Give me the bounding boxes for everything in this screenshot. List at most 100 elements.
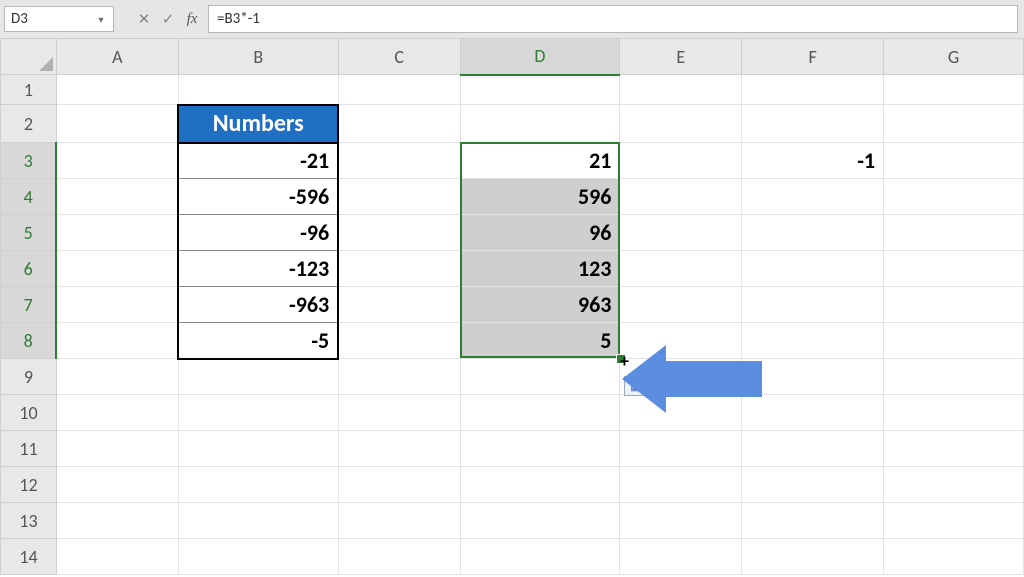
cell-C7[interactable] (338, 287, 460, 323)
cell-F7[interactable] (742, 287, 884, 323)
cell-G13[interactable] (884, 503, 1024, 539)
cell-G2[interactable] (884, 105, 1024, 143)
cell-G6[interactable] (884, 251, 1024, 287)
cell-B1[interactable] (178, 75, 338, 105)
name-box-dropdown-icon[interactable]: ▾ (95, 13, 107, 26)
cell-D10[interactable] (460, 395, 620, 431)
cancel-formula-button[interactable]: ✕ (132, 6, 156, 32)
cell-D7[interactable]: 963 (460, 287, 620, 323)
formula-input[interactable]: =B3*-1 (208, 5, 1018, 33)
cell-B6[interactable]: -123 (178, 251, 338, 287)
cell-E13[interactable] (620, 503, 742, 539)
cell-C5[interactable] (338, 215, 460, 251)
cell-A9[interactable] (56, 359, 178, 395)
cell-C9[interactable] (338, 359, 460, 395)
cell-F4[interactable] (742, 179, 884, 215)
cell-A11[interactable] (56, 431, 178, 467)
cell-D8[interactable]: 5 (460, 323, 620, 359)
row-header-3[interactable]: 3 (1, 143, 57, 179)
cell-F12[interactable] (742, 467, 884, 503)
cell-C13[interactable] (338, 503, 460, 539)
cell-A4[interactable] (56, 179, 178, 215)
row-header-5[interactable]: 5 (1, 215, 57, 251)
row-header-4[interactable]: 4 (1, 179, 57, 215)
cell-D3[interactable]: 21 (460, 143, 620, 179)
cell-A5[interactable] (56, 215, 178, 251)
cell-A10[interactable] (56, 395, 178, 431)
cell-G11[interactable] (884, 431, 1024, 467)
cell-C8[interactable] (338, 323, 460, 359)
cell-C1[interactable] (338, 75, 460, 105)
cell-B2[interactable]: Numbers (178, 105, 338, 143)
cell-E1[interactable] (620, 75, 742, 105)
cell-F10[interactable] (742, 395, 884, 431)
name-box[interactable]: D3 ▾ (4, 6, 114, 32)
cell-E3[interactable] (620, 143, 742, 179)
row-header-8[interactable]: 8 (1, 323, 57, 359)
column-header-E[interactable]: E (620, 39, 742, 75)
cell-D2[interactable] (460, 105, 620, 143)
cell-F8[interactable] (742, 323, 884, 359)
cell-A8[interactable] (56, 323, 178, 359)
cell-C4[interactable] (338, 179, 460, 215)
cell-B14[interactable] (178, 539, 338, 575)
row-header-14[interactable]: 14 (1, 539, 57, 575)
cell-A12[interactable] (56, 467, 178, 503)
cell-A14[interactable] (56, 539, 178, 575)
row-header-10[interactable]: 10 (1, 395, 57, 431)
cell-G14[interactable] (884, 539, 1024, 575)
cell-F1[interactable] (742, 75, 884, 105)
confirm-formula-button[interactable]: ✓ (156, 6, 180, 32)
cell-B10[interactable] (178, 395, 338, 431)
cell-A13[interactable] (56, 503, 178, 539)
cell-E7[interactable] (620, 287, 742, 323)
cell-B4[interactable]: -596 (178, 179, 338, 215)
column-header-C[interactable]: C (338, 39, 460, 75)
cell-E6[interactable] (620, 251, 742, 287)
row-header-6[interactable]: 6 (1, 251, 57, 287)
cell-D12[interactable] (460, 467, 620, 503)
cell-A3[interactable] (56, 143, 178, 179)
cell-B5[interactable]: -96 (178, 215, 338, 251)
cell-E12[interactable] (620, 467, 742, 503)
cell-F11[interactable] (742, 431, 884, 467)
cell-D11[interactable] (460, 431, 620, 467)
cell-A7[interactable] (56, 287, 178, 323)
cell-F9[interactable] (742, 359, 884, 395)
cell-D6[interactable]: 123 (460, 251, 620, 287)
cell-B13[interactable] (178, 503, 338, 539)
select-all-corner[interactable] (1, 39, 57, 75)
cell-B12[interactable] (178, 467, 338, 503)
cell-D9[interactable] (460, 359, 620, 395)
cell-B8[interactable]: -5 (178, 323, 338, 359)
cell-G9[interactable] (884, 359, 1024, 395)
row-header-7[interactable]: 7 (1, 287, 57, 323)
cell-G3[interactable] (884, 143, 1024, 179)
cell-F13[interactable] (742, 503, 884, 539)
cell-C12[interactable] (338, 467, 460, 503)
cell-B11[interactable] (178, 431, 338, 467)
cell-B9[interactable] (178, 359, 338, 395)
cell-E11[interactable] (620, 431, 742, 467)
column-header-A[interactable]: A (56, 39, 178, 75)
cell-E5[interactable] (620, 215, 742, 251)
cell-B7[interactable]: -963 (178, 287, 338, 323)
cell-F3[interactable]: -1 (742, 143, 884, 179)
column-header-G[interactable]: G (884, 39, 1024, 75)
cell-F5[interactable] (742, 215, 884, 251)
cell-D4[interactable]: 596 (460, 179, 620, 215)
cell-D5[interactable]: 96 (460, 215, 620, 251)
cell-C2[interactable] (338, 105, 460, 143)
cell-F6[interactable] (742, 251, 884, 287)
cell-F2[interactable] (742, 105, 884, 143)
cell-E14[interactable] (620, 539, 742, 575)
column-header-B[interactable]: B (178, 39, 338, 75)
spreadsheet-grid[interactable]: ABCDEFG12Numbers3-2121-14-5965965-96966-… (0, 38, 1024, 575)
row-header-9[interactable]: 9 (1, 359, 57, 395)
cell-C14[interactable] (338, 539, 460, 575)
cell-G10[interactable] (884, 395, 1024, 431)
cell-E2[interactable] (620, 105, 742, 143)
cell-G8[interactable] (884, 323, 1024, 359)
cell-D14[interactable] (460, 539, 620, 575)
cell-C10[interactable] (338, 395, 460, 431)
